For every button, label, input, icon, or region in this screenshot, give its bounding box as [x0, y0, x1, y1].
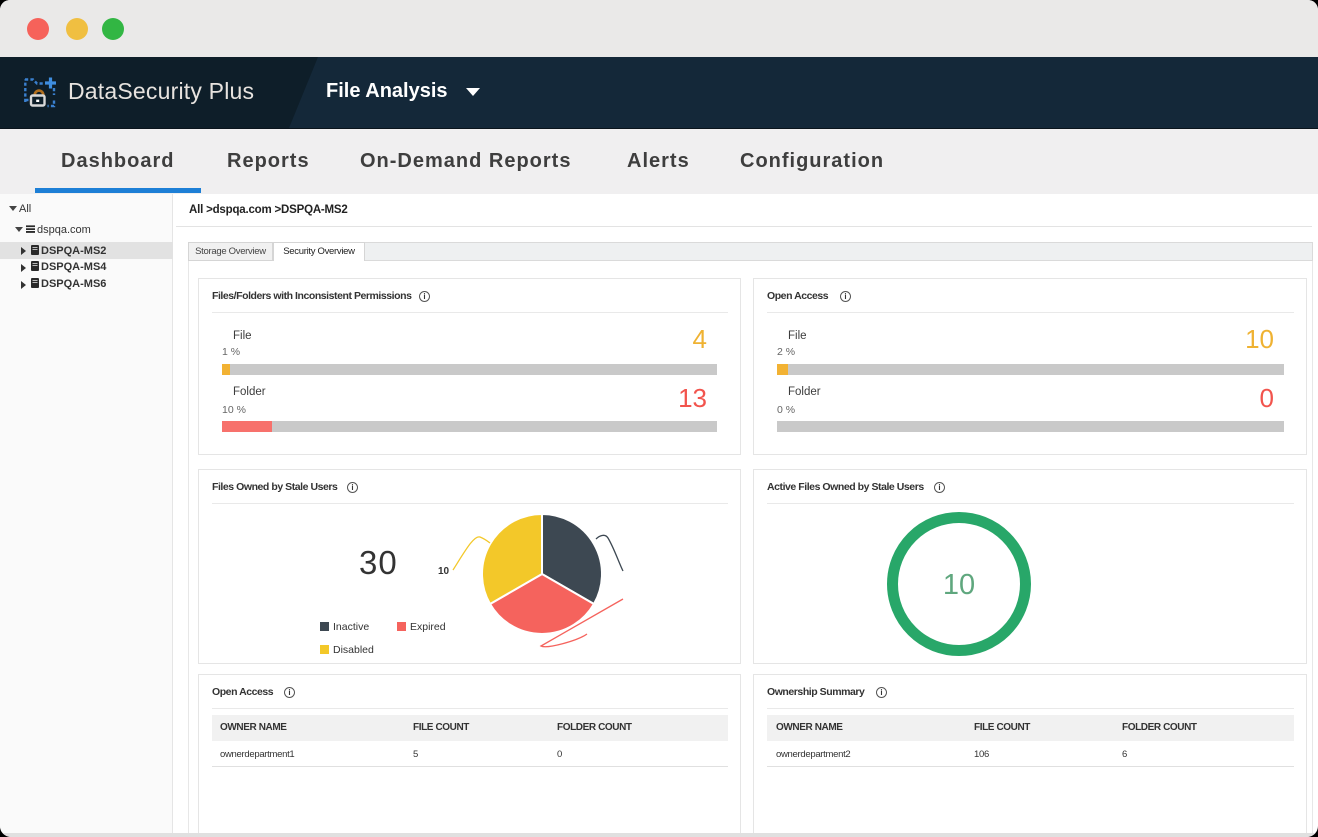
- svg-text:10: 10: [438, 566, 450, 577]
